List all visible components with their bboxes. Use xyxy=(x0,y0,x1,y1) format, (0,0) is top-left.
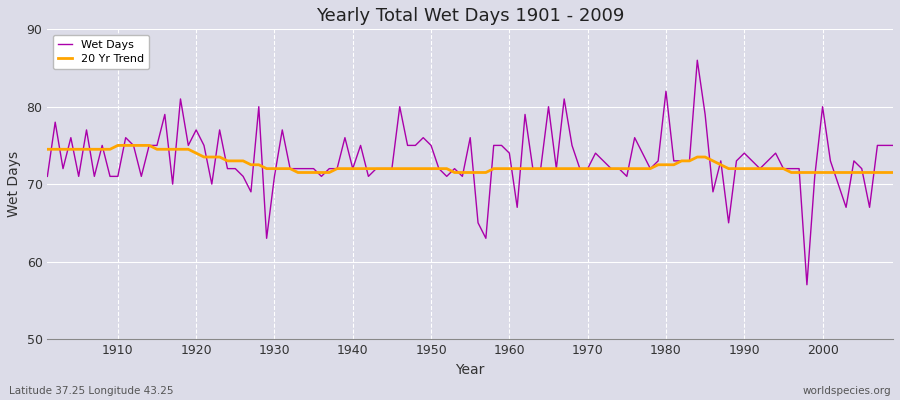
20 Yr Trend xyxy=(104,147,115,152)
Text: worldspecies.org: worldspecies.org xyxy=(803,386,891,396)
Wet Days xyxy=(42,174,53,179)
Wet Days xyxy=(324,166,335,171)
20 Yr Trend xyxy=(339,166,350,171)
20 Yr Trend xyxy=(292,170,303,175)
Line: 20 Yr Trend: 20 Yr Trend xyxy=(48,146,893,172)
Line: Wet Days: Wet Days xyxy=(48,60,893,285)
Title: Yearly Total Wet Days 1901 - 2009: Yearly Total Wet Days 1901 - 2009 xyxy=(316,7,625,25)
Wet Days xyxy=(887,143,898,148)
Wet Days xyxy=(504,151,515,156)
20 Yr Trend xyxy=(519,166,530,171)
Wet Days xyxy=(496,143,507,148)
X-axis label: Year: Year xyxy=(455,363,485,377)
Wet Days xyxy=(277,128,288,132)
20 Yr Trend xyxy=(112,143,123,148)
20 Yr Trend xyxy=(887,170,898,175)
20 Yr Trend xyxy=(512,166,523,171)
Wet Days xyxy=(598,158,608,163)
Text: Latitude 37.25 Longitude 43.25: Latitude 37.25 Longitude 43.25 xyxy=(9,386,174,396)
Y-axis label: Wet Days: Wet Days xyxy=(7,151,21,217)
Wet Days xyxy=(692,58,703,63)
Wet Days xyxy=(104,174,115,179)
20 Yr Trend xyxy=(614,166,625,171)
20 Yr Trend xyxy=(42,147,53,152)
Legend: Wet Days, 20 Yr Trend: Wet Days, 20 Yr Trend xyxy=(53,35,149,70)
20 Yr Trend xyxy=(284,166,295,171)
Wet Days xyxy=(802,282,813,287)
